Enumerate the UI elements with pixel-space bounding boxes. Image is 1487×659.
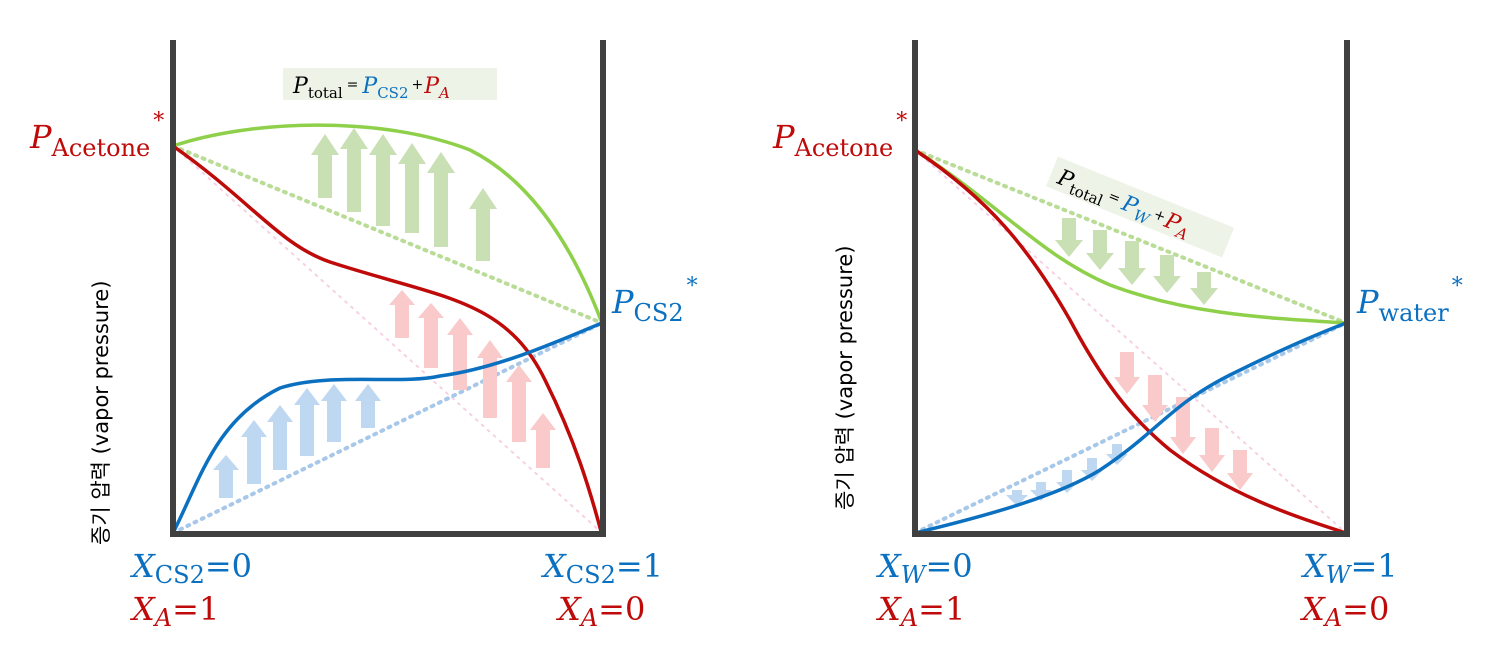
left-x-left-top: XCS2=0	[129, 547, 252, 589]
right-equation-box	[1045, 156, 1235, 258]
right-p-water-label: Pwater*	[1356, 274, 1463, 327]
left-acetone-pressure-curve	[173, 144, 603, 535]
left-x-left-bottom: XA=1	[129, 590, 219, 632]
left-p-acetone-label: PAcetone*	[29, 109, 164, 162]
right-green-arrows	[1055, 218, 1218, 305]
left-panel: Ptotal = PCS2 +PA PAcetone* PCS2* XCS2=0 XA…	[29, 40, 698, 632]
right-ideal-acetone-line	[914, 149, 1347, 534]
right-acetone-pressure-curve	[915, 148, 1347, 535]
right-x-right-bottom: XA=0	[1299, 590, 1389, 632]
right-x-right-top: XW=1	[1300, 547, 1398, 589]
right-red-arrows	[1114, 352, 1253, 490]
right-equation-group: Ptotal=PW+PA	[1045, 156, 1235, 258]
left-cs2-pressure-curve	[173, 321, 603, 534]
left-y-axis-label: 증기 압력 (vapor pressure)	[89, 280, 113, 545]
left-p-cs2-label: PCS2*	[611, 274, 698, 327]
right-x-left-bottom: XA=1	[875, 590, 965, 632]
left-equation: Ptotal = PCS2 +PA	[292, 74, 450, 102]
right-x-left-top: XW=0	[875, 547, 973, 589]
right-water-pressure-curve	[915, 321, 1347, 535]
right-blue-arrows	[1006, 444, 1128, 506]
right-p-acetone-label: PAcetone*	[772, 109, 907, 162]
left-equation-box	[283, 68, 497, 100]
right-panel: Ptotal=PW+PA PAcetone* Pwater* XW=0 XA=1…	[772, 40, 1463, 632]
right-y-axis-label: 증기 압력 (vapor pressure)	[833, 245, 857, 510]
right-ideal-total-line	[913, 148, 1348, 325]
left-ideal-acetone-line	[172, 145, 603, 534]
left-ideal-total-line	[171, 144, 604, 325]
right-ideal-water-line	[913, 321, 1348, 535]
left-total-pressure-curve	[173, 123, 603, 324]
left-green-arrows	[311, 128, 497, 261]
left-x-right-bottom: XA=0	[555, 590, 645, 632]
right-total-pressure-curve	[915, 148, 1347, 325]
left-x-right-top: XCS2=1	[540, 547, 663, 589]
left-blue-arrows	[213, 384, 381, 498]
